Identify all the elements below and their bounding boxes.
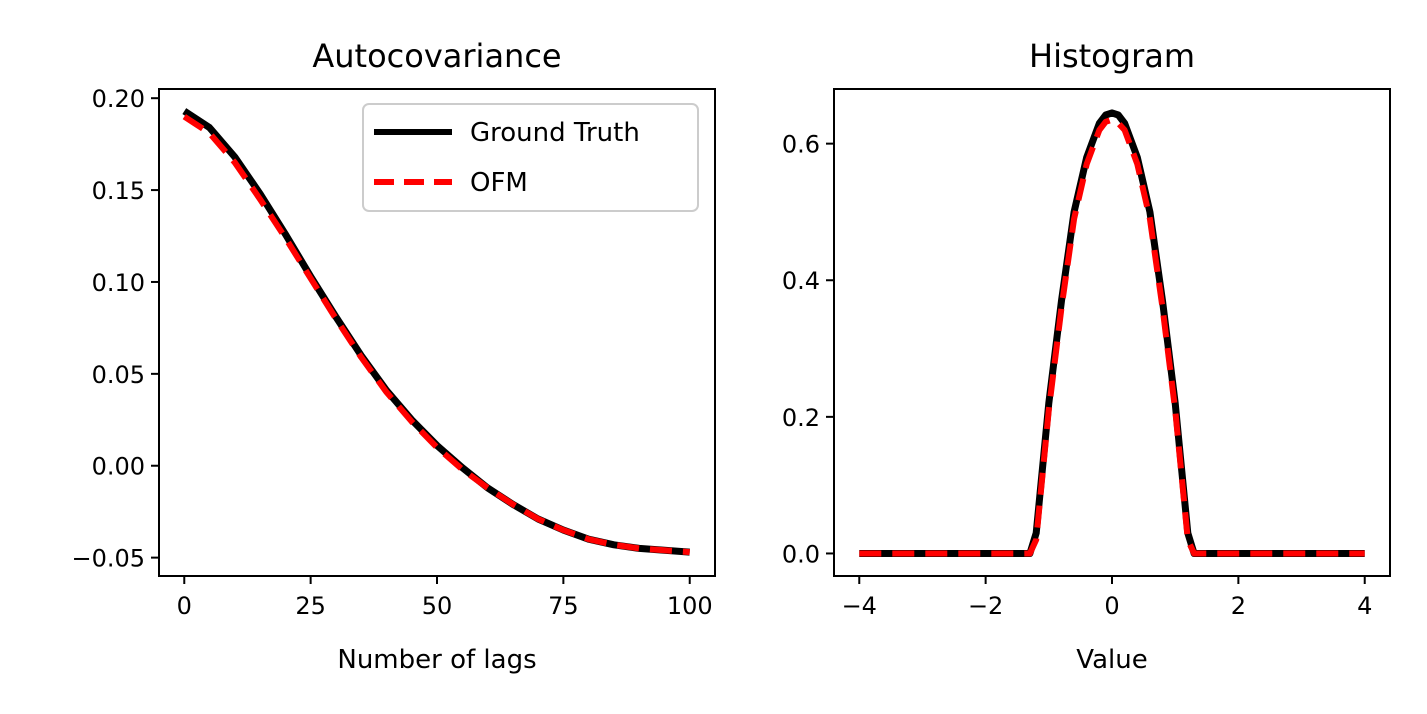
- autocovariance-xtick-label: 0: [177, 592, 192, 620]
- autocovariance-xlabel: Number of lags: [337, 645, 536, 675]
- histogram-xtick-label: 0: [1104, 592, 1119, 620]
- autocovariance-axes: Autocovariance 0 25 50 75 100 −0.05 0.00 0.05 0.…: [71, 37, 716, 675]
- histogram-xtick-label: −2: [968, 592, 1003, 620]
- autocovariance-ytick-label: 0.15: [92, 177, 145, 205]
- autocovariance-ytick-label: −0.05: [71, 545, 145, 573]
- histogram-axes: Histogram −4 −2 0 2 4 0.0 0.2 0.4 0.6 Value: [782, 37, 1391, 675]
- autocovariance-series-ofm: [182, 114, 690, 556]
- histogram-lines: [859, 109, 1365, 557]
- histogram-frame: [833, 88, 1391, 577]
- legend-label-ofm: OFM: [470, 168, 528, 198]
- histogram-xtick-label: 4: [1357, 592, 1372, 620]
- autocovariance-xtick-label: 25: [295, 592, 326, 620]
- autocovariance-lines: [182, 108, 690, 556]
- autocovariance-xtick-label: 100: [667, 592, 713, 620]
- autocovariance-ytick-label: 0.10: [92, 269, 145, 297]
- histogram-xlabel: Value: [1076, 645, 1147, 675]
- histogram-ytick-label: 0.2: [782, 404, 820, 432]
- histogram-xtick-label: 2: [1231, 592, 1246, 620]
- autocovariance-xtick-label: 50: [422, 592, 453, 620]
- autocovariance-title: Autocovariance: [312, 37, 561, 75]
- histogram-series-ofm: [859, 116, 1365, 557]
- histogram-title: Histogram: [1029, 37, 1195, 75]
- histogram-xtick-label: −4: [842, 592, 877, 620]
- autocovariance-xtick-label: 75: [548, 592, 579, 620]
- autocovariance-ytick-label: 0.05: [92, 361, 145, 389]
- histogram-ytick-label: 0.4: [782, 267, 820, 295]
- autocovariance-ytick-label: 0.00: [92, 453, 145, 481]
- histogram-ytick-label: 0.6: [782, 131, 820, 159]
- legend: Ground Truth OFM: [362, 103, 699, 212]
- legend-label-ground-truth: Ground Truth: [470, 118, 640, 148]
- histogram-series-ground-truth: [859, 109, 1365, 557]
- autocovariance-ytick-label: 0.20: [92, 85, 145, 113]
- histogram-ytick-label: 0.0: [782, 540, 820, 568]
